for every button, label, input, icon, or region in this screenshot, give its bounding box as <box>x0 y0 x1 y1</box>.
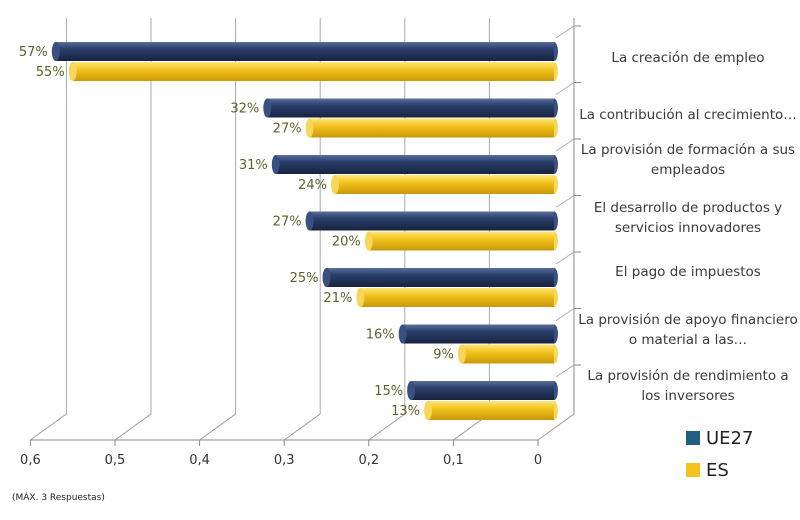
category-diag-1 <box>555 82 575 95</box>
bar-ue27-6 <box>411 381 538 400</box>
bar-es-2-depth <box>538 175 554 194</box>
floor-gridline-6 <box>537 413 575 441</box>
category-diag-0 <box>555 25 575 39</box>
bar-ue27-3-left-cap <box>305 211 314 231</box>
bar-ue27-5 <box>402 324 538 344</box>
legend-item-es: ES <box>686 460 729 481</box>
x-tick-label-6: 0 <box>534 453 542 468</box>
bar-ue27-3 <box>309 211 538 231</box>
bar-ue27-1-depth <box>538 98 554 118</box>
floor-gridline-3 <box>283 413 321 441</box>
chart-bars <box>51 42 558 420</box>
category-label-6: La provisión de rendimiento a los invers… <box>587 368 789 404</box>
bar-es-2-label: 24% <box>298 178 327 193</box>
bar-ue27-0 <box>55 42 538 61</box>
bar-ue27-2 <box>275 155 538 174</box>
bar-es-4-left-cap <box>356 288 365 307</box>
category-diag-5 <box>555 308 575 321</box>
bar-es-6-left-cap <box>424 401 433 420</box>
bar-es-5-label: 9% <box>433 348 454 363</box>
bar-ue27-4-depth <box>538 268 554 287</box>
bar-ue27-0-left-cap <box>51 42 60 61</box>
bar-es-5 <box>461 344 538 364</box>
bar-es-2-left-cap <box>330 175 339 194</box>
category-label-2: La provisión de formación a sus empleado… <box>580 142 796 178</box>
bar-es-1-left-cap <box>305 118 314 138</box>
bar-ue27-6-depth <box>538 381 554 400</box>
bar-ue27-2-left-cap <box>271 155 280 174</box>
bar-ue27-3-depth <box>538 211 554 231</box>
category-diag-4 <box>555 251 575 265</box>
bar-es-5-depth <box>538 344 554 364</box>
bar-es-3-depth <box>538 231 554 251</box>
chart-data-labels: 57% 55% 32% 27% 31% 24% 27% 20% 25% 21% 16% 9% 15% 13… <box>19 45 454 419</box>
bar-es-3-label: 20% <box>332 235 361 250</box>
legend-swatch-ue27 <box>686 431 700 445</box>
bar-ue27-5-left-cap <box>398 324 407 344</box>
x-tick-label-5: 0,1 <box>443 453 464 468</box>
footnote: (MÁX. 3 Respuestas) <box>12 493 105 503</box>
x-tick-label-0: 0,6 <box>20 453 41 468</box>
category-label-3: El desarrollo de productos y servicios i… <box>593 200 783 236</box>
x-tick-label-1: 0,5 <box>105 453 126 468</box>
bar-ue27-2-label: 31% <box>239 158 268 173</box>
x-tick-label-2: 0,4 <box>189 453 210 468</box>
category-label-0: La creación de empleo <box>611 50 765 66</box>
x-axis-ticks: 0,6 0,5 0,4 0,3 0,2 0,1 0 <box>20 453 542 468</box>
category-label-5: La provisión de apoyo financiero o mater… <box>578 312 798 348</box>
bar-ue27-4-left-cap <box>322 268 331 287</box>
bar-es-3 <box>368 231 538 251</box>
bar-es-0-left-cap <box>68 62 77 81</box>
bar-ue27-4 <box>326 268 538 287</box>
bar-es-4-depth <box>538 288 554 307</box>
category-diag-2 <box>555 138 575 152</box>
bar-es-0-depth <box>538 62 554 81</box>
category-label-1: La contribución al crecimiento… <box>579 107 797 123</box>
category-diag-6 <box>555 364 575 378</box>
bar-es-1-label: 27% <box>273 122 302 137</box>
legend-label-ue27: UE27 <box>706 428 754 449</box>
bar-ue27-6-left-cap <box>407 381 416 400</box>
bar-ue27-1 <box>267 98 538 118</box>
category-label-4: El pago de impuestos <box>615 264 761 280</box>
bar-es-6-depth <box>538 401 554 420</box>
bar-ue27-1-left-cap <box>263 98 272 118</box>
legend-swatch-es <box>686 463 700 477</box>
bar-ue27-6-label: 15% <box>374 384 403 399</box>
category-diag-3 <box>555 195 575 208</box>
bar-es-4-label: 21% <box>323 291 352 306</box>
bar-ue27-4-label: 25% <box>290 271 319 286</box>
bar-es-0 <box>72 62 538 81</box>
bar-ue27-2-depth <box>538 155 554 174</box>
floor-gridline-0 <box>30 413 67 441</box>
bar-ue27-3-label: 27% <box>273 215 302 230</box>
bar-es-6 <box>428 401 538 420</box>
x-tick-label-3: 0,3 <box>274 453 295 468</box>
legend-label-es: ES <box>706 460 729 481</box>
bar-ue27-5-depth <box>538 324 554 344</box>
floor-gridline-2 <box>199 413 236 441</box>
bar-es-0-label: 55% <box>36 65 65 80</box>
bar-ue27-1-label: 32% <box>230 102 259 117</box>
bar-ue27-0-depth <box>538 42 554 61</box>
bar-es-2 <box>334 175 538 194</box>
bar-es-4 <box>360 288 538 307</box>
bar-es-3-left-cap <box>364 231 373 251</box>
bar-ue27-5-label: 16% <box>366 328 395 343</box>
legend-item-ue27: UE27 <box>686 428 753 449</box>
bar-es-1 <box>309 118 538 138</box>
bar-es-1-depth <box>538 118 554 138</box>
floor-gridline-1 <box>114 413 152 441</box>
floor-gridline-4 <box>368 413 406 441</box>
bar-es-5-left-cap <box>457 344 466 364</box>
bar-ue27-0-label: 57% <box>19 45 48 60</box>
bar-es-6-label: 13% <box>391 404 420 419</box>
x-tick-label-4: 0,2 <box>358 453 379 468</box>
